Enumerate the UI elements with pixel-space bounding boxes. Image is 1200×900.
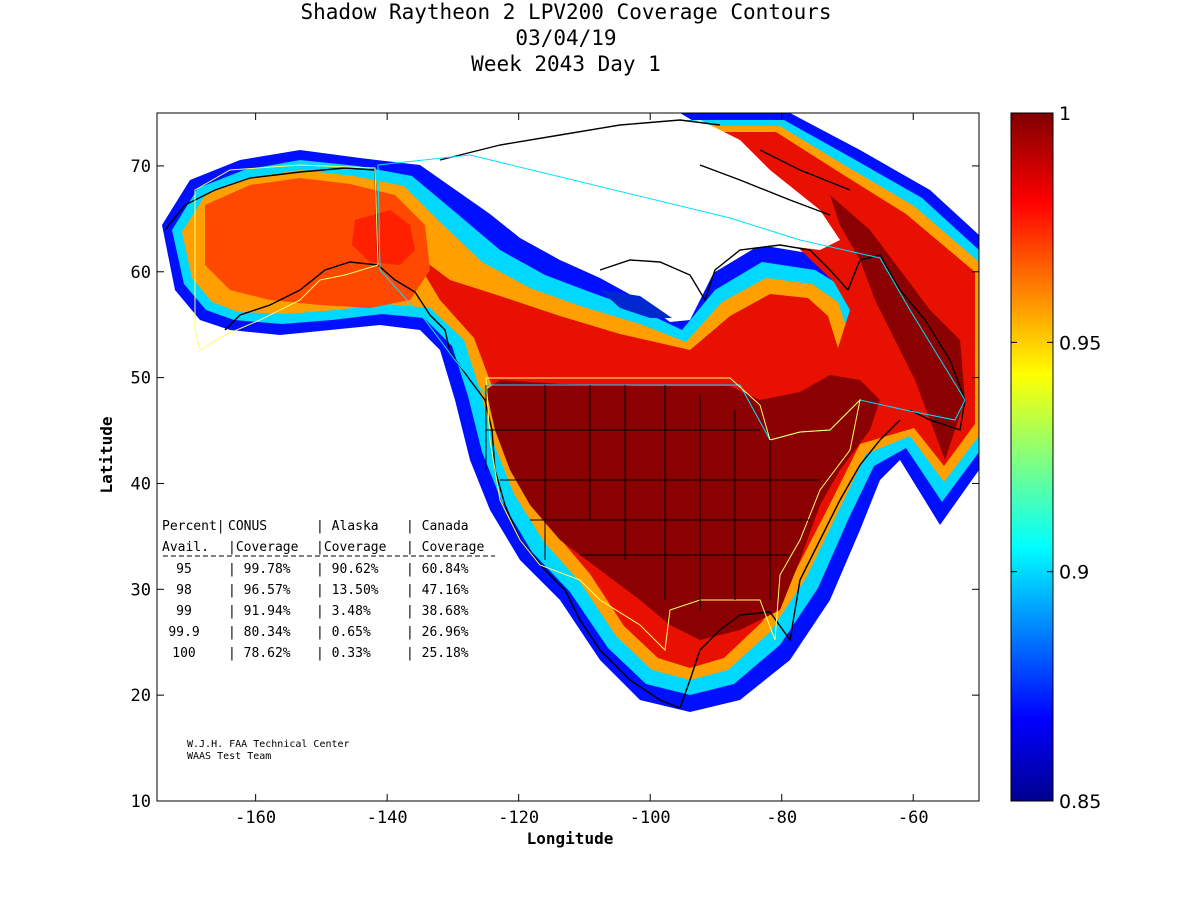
table-cell: | 13.50% <box>316 583 379 598</box>
contour-labrador-dark <box>830 195 965 460</box>
boundary-alaska <box>194 164 379 351</box>
coast-arctic <box>439 119 851 216</box>
boundary-conus <box>485 377 861 652</box>
table-cell: | 25.18% <box>406 646 469 661</box>
y-tick-label: 20 <box>131 686 151 706</box>
table-cell: | 3.48% <box>316 604 371 619</box>
table-cell: | 47.16% <box>406 583 469 598</box>
table-header: | Coverage <box>406 540 484 555</box>
y-axis-label: Latitude <box>97 416 116 493</box>
colorbar-tick-label: 1 <box>1059 103 1071 125</box>
x-axis-ticks: -160 -140 -120 -100 -80 -60 <box>235 113 929 828</box>
table-cell: | 38.68% <box>406 604 469 619</box>
coast-hudson <box>599 244 849 302</box>
table-cell: 99.9 <box>168 625 199 640</box>
x-tick-label: -60 <box>898 808 929 828</box>
table-cell: 98 <box>176 583 192 598</box>
state-lines <box>485 385 820 610</box>
coverage-contours <box>162 113 979 712</box>
uncovered-hudson-edge <box>600 290 672 318</box>
y-tick-label: 30 <box>131 580 151 600</box>
x-axis-label: Longitude <box>527 829 614 848</box>
x-tick-label: -80 <box>766 808 797 828</box>
y-tick-label: 10 <box>131 792 151 812</box>
chart-week-day: Week 2043 Day 1 <box>471 52 661 76</box>
table-header: Avail. <box>162 540 209 555</box>
table-cell: | 80.34% <box>228 625 291 640</box>
x-tick-label: -100 <box>630 808 671 828</box>
table-cell: 99 <box>176 604 192 619</box>
table-cell: | 96.57% <box>228 583 291 598</box>
table-header: |Coverage <box>316 540 387 555</box>
table-cell: | 99.78% <box>228 562 291 577</box>
table-header: | Alaska <box>316 519 379 534</box>
y-tick-label: 70 <box>131 157 151 177</box>
table-cell: 95 <box>176 562 192 577</box>
table-cell: | 90.62% <box>316 562 379 577</box>
table-header: |Coverage <box>228 540 299 555</box>
chart-title: Shadow Raytheon 2 LPV200 Coverage Contou… <box>300 0 832 24</box>
region-boundaries <box>194 154 966 652</box>
colorbar-tick-label: 0.95 <box>1059 332 1101 354</box>
x-tick-label: -120 <box>498 808 539 828</box>
table-cell: | 60.84% <box>406 562 469 577</box>
table-cell: | 0.65% <box>316 625 371 640</box>
x-tick-label: -160 <box>235 808 276 828</box>
contour-alaska-interior <box>205 178 430 308</box>
table-header: Percent| <box>162 519 225 534</box>
colorbar-tick-label: 0.9 <box>1059 562 1089 584</box>
coast-labrador <box>847 254 966 431</box>
table-cell: | 26.96% <box>406 625 469 640</box>
y-tick-label: 40 <box>131 474 151 494</box>
table-cell: | 78.62% <box>228 646 291 661</box>
y-axis-ticks: 10 20 30 40 50 60 70 <box>131 157 979 812</box>
colorbar-tick-label: 0.85 <box>1059 791 1101 813</box>
y-tick-label: 50 <box>131 369 151 389</box>
table-header: CONUS <box>228 519 267 534</box>
contour-ak-core <box>352 210 415 265</box>
credit-line1: W.J.H. FAA Technical Center <box>187 739 350 750</box>
table-cell: | 91.94% <box>228 604 291 619</box>
chart-date: 03/04/19 <box>515 26 617 50</box>
coast-gulf <box>679 419 901 709</box>
table-cell: 100 <box>172 646 195 661</box>
contour-band-100 <box>486 375 880 640</box>
colorbar-ticks: 1 0.95 0.9 0.85 <box>1011 103 1101 813</box>
table-cell: | 0.33% <box>316 646 371 661</box>
colorbar <box>1010 112 1054 802</box>
table-header: | Canada <box>406 519 469 534</box>
coverage-table: Percent| CONUS | Alaska | Canada Avail. |Cov… <box>162 519 484 661</box>
x-tick-label: -140 <box>367 808 408 828</box>
plot-frame <box>156 112 980 802</box>
y-tick-label: 60 <box>131 263 151 283</box>
credit-line2: WAAS Test Team <box>187 751 271 762</box>
